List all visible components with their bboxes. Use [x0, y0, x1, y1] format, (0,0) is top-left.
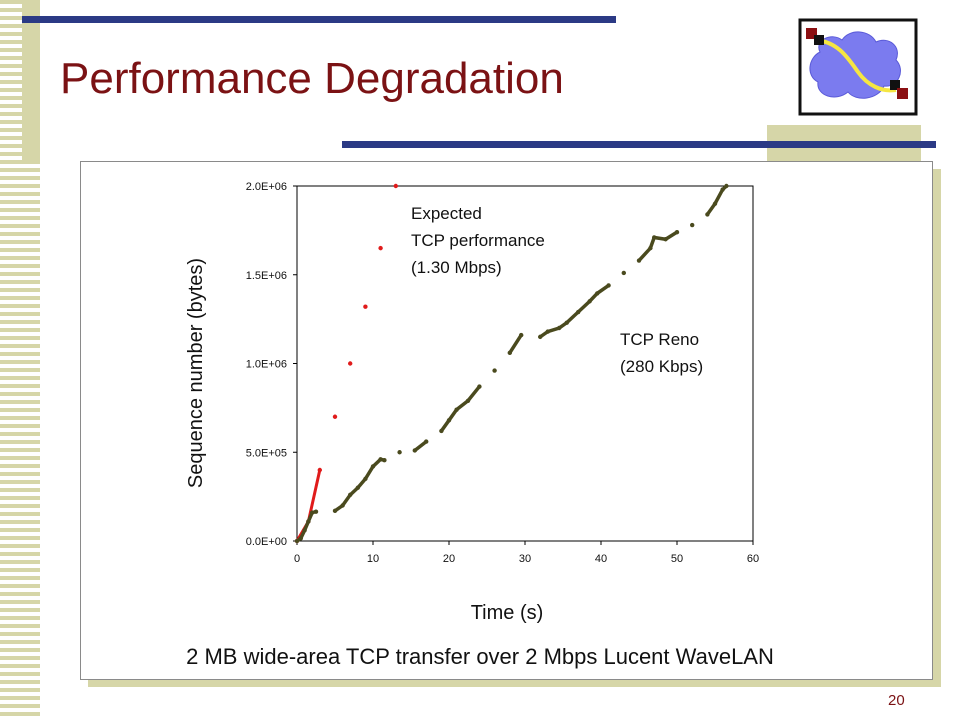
- data-point: [465, 398, 471, 403]
- page-title: Performance Degradation: [60, 54, 564, 103]
- data-point: [587, 299, 592, 304]
- data-point: [724, 183, 729, 189]
- y-tick-label: 0.0E+00: [246, 536, 287, 548]
- series-annotation: Expected: [411, 204, 482, 223]
- data-point: [564, 320, 569, 325]
- data-point: [397, 450, 402, 455]
- series-line-2: [705, 184, 729, 217]
- data-point: [363, 304, 368, 309]
- data-point: [424, 439, 429, 444]
- data-point: [378, 245, 383, 251]
- y-tick-label: 2.0E+06: [246, 181, 287, 193]
- data-point: [363, 476, 368, 482]
- y-tick-label: 1.5E+06: [246, 270, 287, 282]
- series-annotation: TCP Reno: [620, 330, 699, 349]
- decorative-stripes: [0, 0, 48, 720]
- data-point: [439, 428, 444, 434]
- series-annotation: TCP performance: [411, 231, 545, 250]
- data-point: [378, 457, 383, 462]
- data-point: [507, 350, 512, 356]
- slide-caption: 2 MB wide-area TCP transfer over 2 Mbps …: [186, 644, 774, 669]
- x-tick-label: 10: [367, 553, 379, 565]
- data-point: [355, 485, 360, 490]
- x-tick-label: 60: [747, 553, 759, 565]
- data-point: [674, 229, 680, 235]
- data-point: [652, 235, 657, 240]
- data-point: [393, 183, 398, 189]
- slide-number: 20: [888, 692, 905, 709]
- y-tick-label: 1.0E+06: [246, 359, 287, 371]
- data-point: [340, 503, 345, 508]
- data-point: [576, 309, 581, 315]
- data-point: [557, 325, 562, 331]
- top-rule: [22, 16, 616, 23]
- data-point: [477, 384, 482, 389]
- x-tick-label: 50: [671, 553, 683, 565]
- plot-area: [296, 185, 754, 542]
- data-point: [370, 464, 376, 469]
- data-point: [705, 212, 710, 217]
- data-point: [348, 492, 353, 498]
- data-point: [294, 538, 300, 544]
- data-point: [412, 448, 417, 453]
- data-point: [298, 536, 303, 541]
- x-axis-label: Time (s): [471, 602, 544, 624]
- data-point: [492, 368, 497, 373]
- series-annotation: (1.30 Mbps): [411, 258, 502, 277]
- network-cloud-icon: [798, 18, 918, 116]
- data-point: [538, 334, 543, 340]
- data-point: [545, 329, 550, 334]
- y-tick-label: 5.0E+05: [246, 447, 287, 459]
- x-tick-label: 40: [595, 553, 607, 565]
- data-point: [313, 509, 319, 514]
- x-tick-label: 0: [294, 553, 300, 565]
- data-point: [332, 508, 338, 514]
- series-line-2: [413, 439, 428, 453]
- data-point: [310, 510, 315, 515]
- data-point: [446, 418, 452, 423]
- data-point: [519, 332, 524, 338]
- data-point: [332, 414, 338, 419]
- data-point: [595, 291, 600, 296]
- series-annotation: (280 Kbps): [620, 357, 703, 376]
- data-point: [348, 361, 353, 366]
- data-point: [454, 407, 459, 412]
- data-point: [306, 519, 311, 524]
- data-point: [663, 237, 668, 242]
- data-point: [302, 528, 307, 533]
- data-point: [712, 201, 718, 206]
- data-point: [690, 222, 695, 228]
- data-point: [317, 467, 322, 473]
- x-tick-label: 20: [443, 553, 455, 565]
- series-line-2: [508, 333, 523, 355]
- bottom-rule: [342, 141, 936, 148]
- data-point: [621, 270, 626, 276]
- data-point: [636, 258, 642, 263]
- x-tick-label: 30: [519, 553, 531, 565]
- y-axis-label: Sequence number (bytes): [185, 258, 207, 488]
- data-point: [606, 283, 611, 288]
- data-point: [648, 245, 653, 251]
- data-point: [720, 187, 725, 192]
- data-point: [382, 458, 387, 463]
